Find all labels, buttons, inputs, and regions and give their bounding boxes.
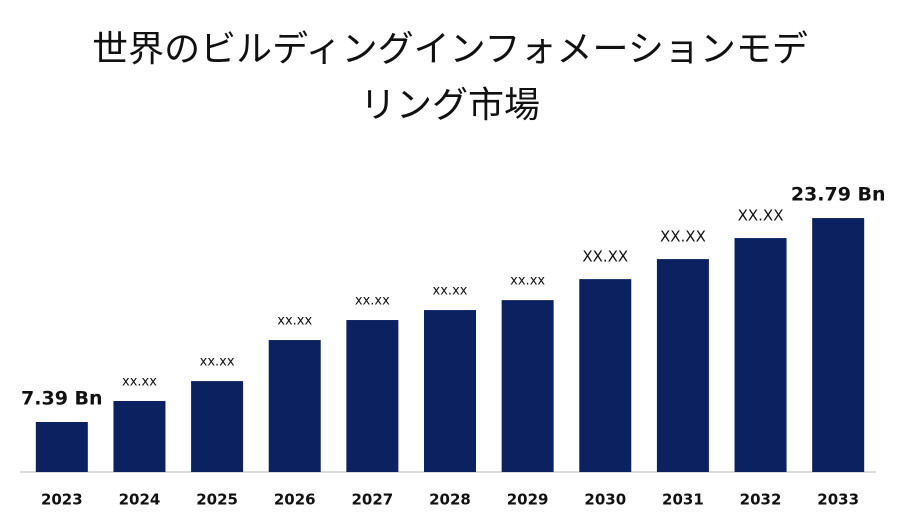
bar (113, 400, 166, 472)
bar (656, 259, 709, 472)
bar (424, 310, 476, 472)
value-label: xx.xx (433, 284, 468, 299)
x-tick-label: 2033 (817, 491, 859, 509)
x-tick-label: 2028 (429, 491, 471, 509)
x-tick-label: 2027 (351, 491, 393, 509)
value-label: xx.xx (510, 274, 545, 289)
value-label: XX.XX (582, 248, 628, 266)
bar (35, 422, 88, 472)
value-label: xx.xx (122, 374, 157, 389)
value-label: XX.XX (738, 207, 784, 225)
x-tick-label: 2026 (274, 491, 316, 509)
bar (346, 320, 399, 472)
value-label: 23.79 Bn (791, 184, 886, 206)
x-tick-label: 2031 (662, 491, 704, 509)
value-label: xx.xx (277, 314, 312, 329)
value-label: 7.39 Bn (21, 388, 103, 410)
x-tick-label: 2025 (196, 491, 238, 509)
bar (268, 340, 321, 472)
value-label: xx.xx (200, 355, 235, 370)
value-label: XX.XX (660, 228, 706, 246)
bar (579, 279, 632, 472)
chart-title: 世界のビルディングインフォメーションモデリング市場 (92, 29, 808, 126)
x-tick-label: 2023 (41, 491, 83, 509)
x-tick-label: 2030 (584, 491, 626, 509)
x-tick-label: 2024 (119, 491, 161, 509)
x-tick-label: 2029 (507, 491, 549, 509)
x-tick-label: 2032 (740, 491, 782, 509)
bar (501, 300, 554, 472)
bar (191, 381, 244, 472)
value-label: xx.xx (355, 294, 390, 309)
bar (812, 218, 865, 472)
bar (734, 238, 787, 472)
